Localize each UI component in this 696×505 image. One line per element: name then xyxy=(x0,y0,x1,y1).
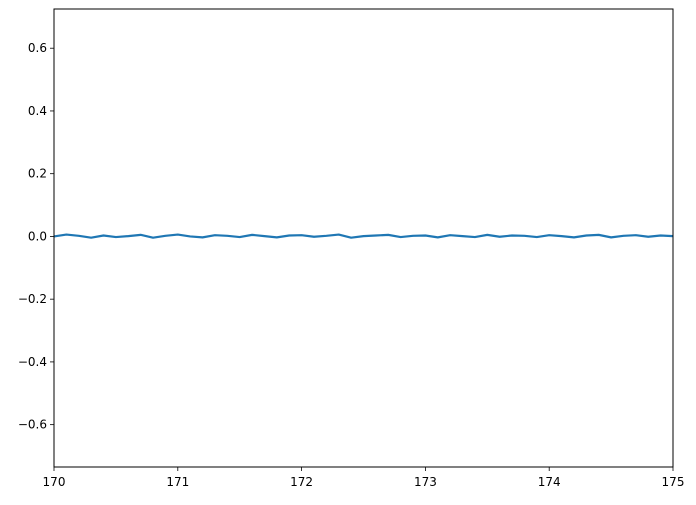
x-tick-label: 171 xyxy=(166,475,189,489)
plot-frame xyxy=(53,8,674,468)
y-tick-label: 0.0 xyxy=(28,229,47,243)
y-axis: −0.6 −0.4 −0.2 0.0 0.2 0.4 0.6 xyxy=(18,41,54,432)
x-axis: 170 171 172 173 174 175 xyxy=(43,467,685,489)
series-line-0 xyxy=(53,233,674,239)
x-tick-label: 174 xyxy=(538,475,561,489)
x-tick-label: 172 xyxy=(290,475,313,489)
y-tick-label: −0.6 xyxy=(18,418,47,432)
x-tick-label: 173 xyxy=(414,475,437,489)
y-tick-label: 0.2 xyxy=(28,167,47,181)
x-tick-label: 175 xyxy=(662,475,685,489)
series-layer xyxy=(53,233,674,239)
y-tick-label: 0.4 xyxy=(28,104,47,118)
plot-area xyxy=(54,9,673,467)
y-tick-label: −0.2 xyxy=(18,292,47,306)
x-tick-label: 170 xyxy=(43,475,66,489)
y-tick-label: −0.4 xyxy=(18,355,47,369)
y-tick-label: 0.6 xyxy=(28,41,47,55)
